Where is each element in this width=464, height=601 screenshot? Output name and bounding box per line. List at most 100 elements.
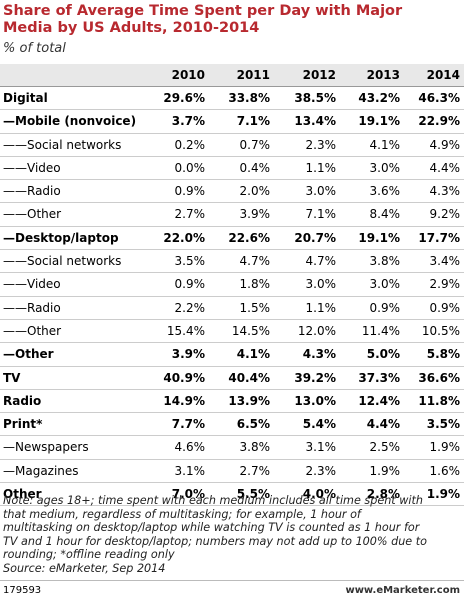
cell: 14.9% <box>163 393 205 408</box>
cell: 19.1% <box>358 230 400 245</box>
cell: 3.1% <box>305 440 337 455</box>
table-row: Other 7.0% 5.5% 4.0% 2.8% 1.9% <box>0 483 464 507</box>
cell: 0.9% <box>429 300 461 315</box>
row-label: —Mobile (nonvoice) <box>3 114 137 129</box>
cell: 2.5% <box>369 440 401 455</box>
note-line: TV and 1 hour for desktop/laptop; number… <box>3 534 427 548</box>
row-label: Other <box>3 487 42 502</box>
cell: 5.4% <box>302 417 336 432</box>
cell: 0.4% <box>239 160 271 175</box>
cell: 7.0% <box>171 487 205 502</box>
footer-id: 179593 <box>3 585 42 596</box>
cell: 10.5% <box>421 323 460 338</box>
cell: 39.2% <box>294 370 336 385</box>
note-line: that medium, regardless of multitasking;… <box>3 507 361 521</box>
cell: 4.3% <box>429 184 461 199</box>
row-label: ——Radio <box>3 300 61 315</box>
cell: 4.9% <box>429 137 461 152</box>
cell: 43.2% <box>358 91 400 105</box>
title-line: Media by US Adults, 2010-2014 <box>3 20 260 36</box>
cell: 0.7% <box>239 137 271 152</box>
cell: 7.1% <box>236 114 270 129</box>
cell: 2.7% <box>239 463 271 478</box>
cell: 40.4% <box>228 370 270 385</box>
row-label: ——Video <box>3 160 61 175</box>
cell: 22.0% <box>163 230 205 245</box>
cell: 4.3% <box>302 347 336 362</box>
cell: 1.9% <box>426 487 460 502</box>
table: 2010 2011 2012 2013 2014 Digital 29.6% 33.8% 38.… <box>0 64 464 507</box>
cell: 5.5% <box>236 487 270 502</box>
row-label: ——Radio <box>3 184 61 199</box>
cell: 12.0% <box>297 323 336 338</box>
table-row: —Mobile (nonvoice) 3.7% 7.1% 13.4% 19.1% 22.9… <box>0 110 464 134</box>
cell: 22.6% <box>228 230 270 245</box>
cell: 1.1% <box>305 300 337 315</box>
subtitle: % of total <box>3 41 66 56</box>
row-label: —Magazines <box>3 463 79 478</box>
cell: 7.7% <box>171 417 205 432</box>
row-label: —Other <box>3 347 54 362</box>
cell: 13.0% <box>294 393 336 408</box>
cell: 4.7% <box>305 254 337 269</box>
cell: 20.7% <box>294 230 336 245</box>
title: Share of Average Time Spent per Day with… <box>3 3 402 37</box>
cell: 2.0% <box>239 184 271 199</box>
cell: 12.4% <box>358 393 400 408</box>
row-label: ——Social networks <box>3 254 122 269</box>
cell: 1.1% <box>305 160 337 175</box>
cell: 3.7% <box>171 114 205 129</box>
cell: 2.9% <box>429 277 461 292</box>
cell: 3.9% <box>171 347 205 362</box>
cell: 3.6% <box>369 184 401 199</box>
table-row: ——Social networks 3.5% 4.7% 4.7% 3.8% 3.4% <box>0 250 464 274</box>
cell: 2.8% <box>366 487 400 502</box>
cell: 17.7% <box>418 230 460 245</box>
cell: 13.4% <box>294 114 336 129</box>
table-row: ——Radio 2.2% 1.5% 1.1% 0.9% 0.9% <box>0 297 464 320</box>
table-row: Digital 29.6% 33.8% 38.5% 43.2% 46.3% <box>0 87 464 111</box>
table-row: ——Other 15.4% 14.5% 12.0% 11.4% 10.5% <box>0 320 464 344</box>
table-row: —Newspapers 4.6% 3.8% 3.1% 2.5% 1.9% <box>0 436 464 460</box>
cell: 11.8% <box>418 393 460 408</box>
cell: 4.7% <box>239 254 271 269</box>
cell: 4.1% <box>369 137 401 152</box>
note-line: multitasking on desktop/laptop while wat… <box>3 521 420 534</box>
header-row: 2010 2011 2012 2013 2014 <box>0 64 464 87</box>
cell: 1.9% <box>429 440 461 455</box>
row-label: ——Video <box>3 277 61 292</box>
cell: 29.6% <box>163 91 205 105</box>
cell: 15.4% <box>166 323 205 338</box>
cell: 3.4% <box>429 254 461 269</box>
cell: 4.4% <box>429 160 461 175</box>
note-line: rounding; *offline reading only <box>3 548 175 561</box>
row-label: ——Social networks <box>3 137 122 152</box>
cell: 2.2% <box>174 300 206 315</box>
cell: 2.3% <box>305 463 337 478</box>
cell: 3.0% <box>369 277 401 292</box>
row-label: ——Other <box>3 207 62 222</box>
cell: 0.9% <box>174 277 206 292</box>
note: Note: ages 18+; time spent with each med… <box>3 494 427 575</box>
column-header: 2014 <box>426 68 460 82</box>
cell: 0.9% <box>174 184 206 199</box>
table-row: ——Social networks 0.2% 0.7% 2.3% 4.1% 4.9% <box>0 134 464 157</box>
cell: 0.0% <box>174 160 206 175</box>
cell: 3.0% <box>305 184 337 199</box>
cell: 3.0% <box>305 277 337 292</box>
table-row: ——Video 0.9% 1.8% 3.0% 3.0% 2.9% <box>0 273 464 297</box>
row-label: ——Other <box>3 323 62 338</box>
cell: 1.6% <box>429 463 461 478</box>
cell: 3.5% <box>426 417 460 432</box>
cell: 37.3% <box>358 370 400 385</box>
table-row: Print* 7.7% 6.5% 5.4% 4.4% 3.5% <box>0 413 464 437</box>
cell: 5.8% <box>426 347 460 362</box>
cell: 13.9% <box>228 393 270 408</box>
row-label: —Newspapers <box>3 440 89 455</box>
cell: 19.1% <box>358 114 400 129</box>
title-line: Share of Average Time Spent per Day with… <box>3 3 403 19</box>
cell: 11.4% <box>361 323 400 338</box>
table-row: —Magazines 3.1% 2.7% 2.3% 1.9% 1.6% <box>0 460 464 484</box>
cell: 3.5% <box>174 254 206 269</box>
